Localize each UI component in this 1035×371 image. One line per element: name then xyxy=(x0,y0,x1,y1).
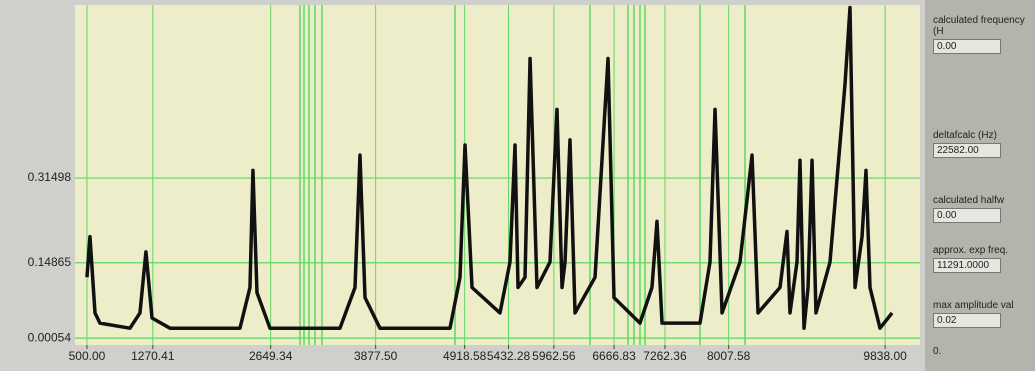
field: calculated frequency (H 0.00 xyxy=(933,15,1035,54)
field: deltafcalc (Hz) 22582.00 xyxy=(933,130,1001,158)
field-label: calculated frequency (H xyxy=(933,15,1035,37)
chart: 0.00054 0.14865 0.31498 500.00 1270.41 2649.3… xyxy=(0,0,925,371)
field: calculated halfw 0.00 xyxy=(933,195,1004,223)
field: max amplitude val 0.02 xyxy=(933,300,1014,328)
x-tick-label: 1270.41 xyxy=(131,349,175,363)
x-tick-label: 5432.28 xyxy=(487,349,531,363)
x-tick-label: 3877.50 xyxy=(354,349,398,363)
field-value[interactable]: 0.02 xyxy=(933,313,1001,328)
x-tick-label: 5962.56 xyxy=(532,349,576,363)
screen: 0.00054 0.14865 0.31498 500.00 1270.41 2649.3… xyxy=(0,0,1035,371)
field-value[interactable]: 11291.0000 xyxy=(933,258,1001,273)
x-tick-label: 9838.00 xyxy=(863,349,907,363)
field-value[interactable]: 0.00 xyxy=(933,208,1001,223)
field-label: calculated halfw xyxy=(933,195,1004,206)
x-tick-label: 4918.58 xyxy=(443,349,487,363)
y-tick-label: 0.14865 xyxy=(28,255,72,269)
x-tick-label: 6666.83 xyxy=(592,349,636,363)
x-tick-label: 7262.36 xyxy=(643,349,687,363)
side-panel: calculated frequency (H 0.00 deltafcalc (H… xyxy=(925,0,1035,371)
x-tick-label: 8007.58 xyxy=(707,349,751,363)
scale-label: 0. xyxy=(933,346,941,357)
field-label: approx. exp freq. xyxy=(933,245,1008,256)
field: approx. exp freq. 11291.0000 xyxy=(933,245,1008,273)
y-tick-label: 0.00054 xyxy=(28,330,72,344)
field-value[interactable]: 0.00 xyxy=(933,39,1001,54)
field-label: max amplitude val xyxy=(933,300,1014,311)
y-tick-label: 0.31498 xyxy=(28,170,72,184)
field-label: deltafcalc (Hz) xyxy=(933,130,1001,141)
field-value[interactable]: 22582.00 xyxy=(933,143,1001,158)
x-tick-label: 2649.34 xyxy=(249,349,293,363)
x-tick-label: 500.00 xyxy=(69,349,106,363)
